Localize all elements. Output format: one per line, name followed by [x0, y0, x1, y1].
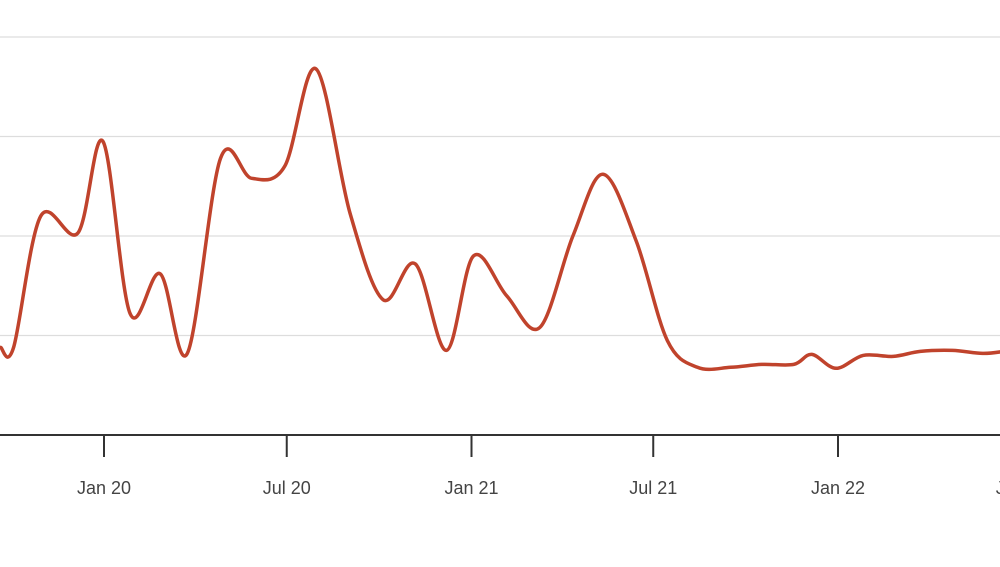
x-tick-label: Jul 22: [996, 478, 1000, 498]
x-tick-label: Jul 21: [629, 478, 677, 498]
x-tick-label: Jul 20: [263, 478, 311, 498]
x-tick-label: Jan 21: [444, 478, 498, 498]
series-line-1: [0, 66, 1000, 372]
x-tick-label: Jan 22: [811, 478, 865, 498]
x-tick-label: Jan 20: [77, 478, 131, 498]
grid-lines: [0, 36, 1000, 337]
x-axis: Jan 20 Jul 20 Jan 21 Jul 21 Jan 22 Jul 22: [0, 434, 1000, 498]
series-layer: [0, 66, 1000, 372]
